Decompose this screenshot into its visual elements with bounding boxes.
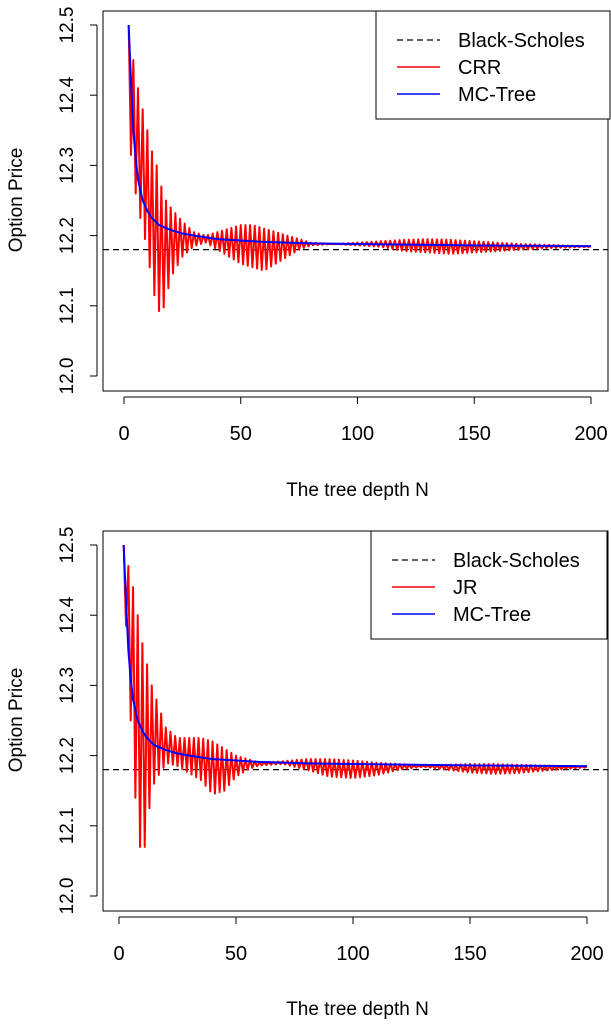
x-tick-label-200: 200 bbox=[574, 423, 607, 445]
mc-tree-series-line bbox=[122, 544, 588, 768]
y-tick-label-12.4: 12.4 bbox=[57, 596, 78, 633]
plot-frame bbox=[102, 10, 609, 392]
legend-label-mc-tree: MC-Tree bbox=[458, 84, 536, 106]
legend: Black-Scholes JR MC-Tree bbox=[370, 530, 608, 640]
plot-area bbox=[103, 544, 608, 848]
y-axis-label: Option Price bbox=[6, 148, 27, 253]
y-tick-label-12.2: 12.2 bbox=[57, 217, 78, 254]
x-tick-label-50: 50 bbox=[225, 943, 247, 965]
y-axis-label: Option Price bbox=[6, 668, 27, 773]
legend-label-crr: CRR bbox=[458, 57, 501, 79]
x-tick-label-50: 50 bbox=[230, 423, 252, 445]
x-axis-label: The tree depth N bbox=[286, 999, 429, 1020]
x-tick-label-150: 150 bbox=[453, 943, 486, 965]
legend: Black-Scholes CRR MC-Tree bbox=[375, 10, 611, 120]
x-tick-label-150: 150 bbox=[458, 423, 491, 445]
y-tick-label-12.1: 12.1 bbox=[57, 807, 78, 844]
y-tick-label-12.5: 12.5 bbox=[57, 527, 78, 564]
y-tick-label-12.3: 12.3 bbox=[57, 667, 78, 704]
x-tick-label-100: 100 bbox=[336, 943, 369, 965]
legend-label-black-scholes: Black-Scholes bbox=[458, 30, 585, 52]
legend-label-jr: JR bbox=[453, 577, 477, 599]
x-tick-label-100: 100 bbox=[341, 423, 374, 445]
plot-area bbox=[103, 24, 608, 313]
legend-box bbox=[375, 10, 611, 120]
y-tick-label-12.2: 12.2 bbox=[57, 737, 78, 774]
x-tick-label-0: 0 bbox=[118, 423, 129, 445]
y-tick-label-12.0: 12.0 bbox=[57, 358, 78, 395]
plot-frame bbox=[102, 530, 609, 912]
y-tick-label-12.1: 12.1 bbox=[57, 287, 78, 324]
legend-label-black-scholes: Black-Scholes bbox=[453, 550, 580, 572]
y-tick-label-12.4: 12.4 bbox=[57, 76, 78, 113]
crr-series-line bbox=[127, 24, 592, 313]
x-axis-label: The tree depth N bbox=[286, 480, 429, 501]
legend-box bbox=[370, 530, 608, 640]
x-tick-label-200: 200 bbox=[570, 943, 603, 965]
chart-panel-2: 0 50 100 150 200 The tree depth N 12.0 12.1 12.2… bbox=[6, 527, 609, 1020]
y-tick-label-12.3: 12.3 bbox=[57, 147, 78, 184]
jr-series-line bbox=[122, 544, 588, 848]
mc-tree-series-line bbox=[127, 24, 592, 248]
legend-label-mc-tree: MC-Tree bbox=[453, 604, 531, 626]
chart-panel-1: 0 50 100 150 200 The tree depth N 12.0 12.1 12.2… bbox=[6, 7, 611, 501]
y-tick-label-12.0: 12.0 bbox=[57, 878, 78, 915]
y-tick-label-12.5: 12.5 bbox=[57, 7, 78, 44]
x-tick-label-0: 0 bbox=[113, 943, 124, 965]
